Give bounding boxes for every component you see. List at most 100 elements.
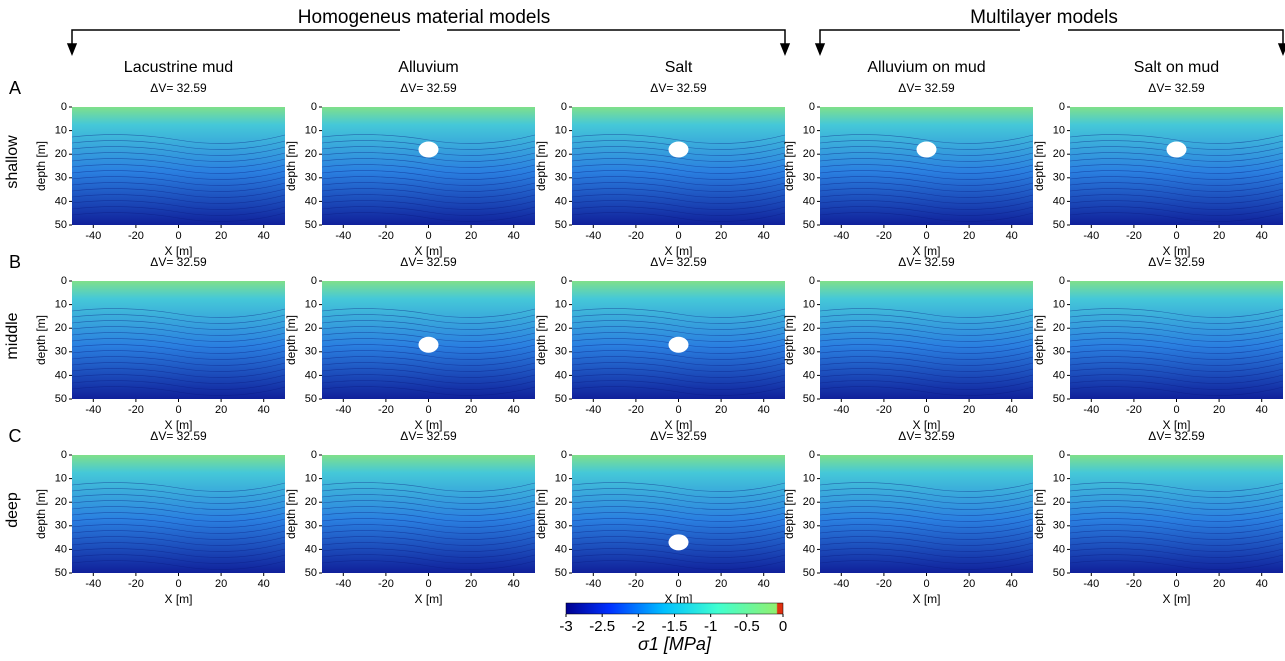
fracture-texture [321, 314, 536, 324]
column-title: Salt on mud [1134, 59, 1219, 76]
row-letter: C [9, 426, 22, 446]
fracture-texture [819, 482, 1034, 492]
fracture-texture [1069, 134, 1284, 144]
y-axis-label: depth [m] [1032, 489, 1046, 539]
y-tick-label: 20 [555, 496, 567, 508]
fracture-texture [819, 152, 1034, 162]
bracket-lines [66, 29, 1285, 57]
fracture-texture [1069, 170, 1284, 180]
x-tick-label: -40 [833, 578, 849, 590]
y-tick-label: 40 [555, 543, 567, 555]
fracture-texture [321, 308, 536, 318]
fracture-texture [71, 560, 286, 570]
y-axis-label: depth [m] [782, 141, 796, 191]
x-tick-label: 40 [758, 230, 770, 242]
fracture-texture [71, 542, 286, 552]
y-tick-label: 40 [1053, 543, 1065, 555]
fracture-texture [321, 356, 536, 366]
fracture-texture [819, 560, 1034, 570]
fracture-texture [1069, 506, 1284, 516]
x-tick-label: -40 [585, 578, 601, 590]
y-axis-label: depth [m] [534, 141, 548, 191]
x-axis-label: X [m] [414, 418, 442, 432]
y-tick-label: 20 [1053, 148, 1065, 160]
x-tick-label: 0 [675, 578, 681, 590]
fracture-texture [321, 380, 536, 390]
fracture-texture [71, 482, 286, 492]
fracture-texture [819, 314, 1034, 324]
fracture-texture [819, 212, 1034, 222]
x-tick-label: -20 [628, 230, 644, 242]
panel-title: ΔV= 32.59 [898, 255, 955, 269]
x-tick-label: -20 [876, 404, 892, 416]
x-tick-label: -40 [1083, 578, 1099, 590]
x-tick-label: -40 [585, 230, 601, 242]
y-axis-label: depth [m] [782, 489, 796, 539]
fracture-texture [71, 314, 286, 324]
fracture-texture [321, 200, 536, 210]
fracture-texture [571, 182, 786, 192]
fracture-texture [819, 362, 1034, 372]
y-tick-label: 20 [555, 322, 567, 334]
y-axis-label: depth [m] [34, 315, 48, 365]
x-tick-label: 40 [508, 578, 520, 590]
colorbar-tick-label: -3 [559, 618, 572, 635]
fracture-texture [1069, 212, 1284, 222]
fracture-texture [321, 368, 536, 378]
x-tick-label: 20 [465, 230, 477, 242]
y-tick-label: 20 [305, 322, 317, 334]
y-tick-label: 10 [1053, 473, 1065, 485]
fracture-texture [1069, 524, 1284, 534]
fracture-texture [571, 158, 786, 168]
y-axis-label: depth [m] [34, 141, 48, 191]
x-tick-label: -20 [378, 578, 394, 590]
fracture-texture [71, 332, 286, 342]
fracture-texture [1069, 386, 1284, 396]
y-tick-label: 10 [803, 125, 815, 137]
fracture-texture [321, 134, 536, 144]
x-tick-label: 40 [508, 230, 520, 242]
fracture-texture [321, 536, 536, 546]
fracture-texture [819, 548, 1034, 558]
x-tick-label: 20 [1213, 578, 1225, 590]
x-tick-label: -40 [85, 404, 101, 416]
y-axis-label: depth [m] [34, 489, 48, 539]
fracture-texture [321, 212, 536, 222]
fracture-texture [1069, 518, 1284, 528]
y-tick-label: 0 [311, 449, 317, 461]
panel-title: ΔV= 32.59 [150, 81, 207, 95]
fracture-texture [819, 368, 1034, 378]
x-tick-label: 0 [923, 578, 929, 590]
x-tick-label: 0 [923, 404, 929, 416]
column-title: Salt [665, 59, 693, 76]
fracture-texture [321, 548, 536, 558]
y-axis-label: depth [m] [284, 489, 298, 539]
fracture-texture [1069, 182, 1284, 192]
y-tick-label: 50 [305, 393, 317, 405]
x-tick-label: 20 [215, 404, 227, 416]
cavity [668, 141, 689, 158]
x-axis-label: X [m] [664, 592, 692, 606]
y-tick-label: 10 [55, 473, 67, 485]
fracture-texture [1069, 200, 1284, 210]
panel-title: ΔV= 32.59 [898, 81, 955, 95]
fracture-texture [71, 368, 286, 378]
x-axis-label: X [m] [664, 244, 692, 258]
fracture-texture [321, 524, 536, 534]
x-tick-label: 40 [1256, 404, 1268, 416]
fracture-texture [571, 380, 786, 390]
x-axis-label: X [m] [164, 418, 192, 432]
panel-title: ΔV= 32.59 [898, 429, 955, 443]
y-tick-label: 10 [1053, 299, 1065, 311]
colorbar-label: σ1 [MPa] [638, 634, 712, 654]
y-tick-label: 0 [809, 449, 815, 461]
panel-title: ΔV= 32.59 [1148, 255, 1205, 269]
fracture-texture [1069, 548, 1284, 558]
x-tick-label: 20 [1213, 230, 1225, 242]
fracture-texture [1069, 530, 1284, 540]
group-label: Multilayer models [970, 7, 1118, 28]
panel-title: ΔV= 32.59 [400, 255, 457, 269]
y-tick-label: 20 [555, 148, 567, 160]
x-tick-label: 40 [258, 404, 270, 416]
